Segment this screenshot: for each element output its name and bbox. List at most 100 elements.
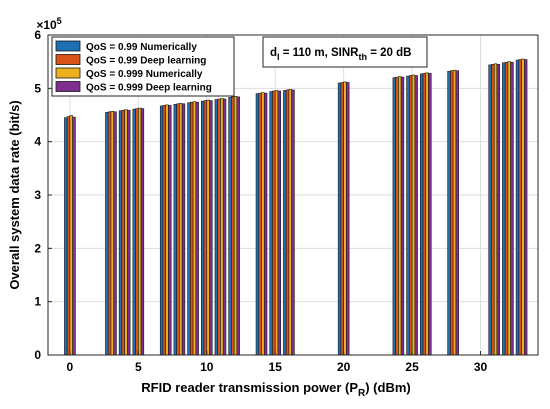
annotation-part2: = 110 m, SINR [280, 47, 360, 59]
bar [263, 92, 268, 356]
bar [168, 105, 172, 356]
legend-box [51, 36, 235, 97]
bar [491, 64, 495, 356]
y-tick-label: 6 [34, 28, 41, 42]
bar [395, 76, 399, 356]
bar [220, 98, 224, 356]
bar [179, 102, 183, 356]
bar [173, 104, 177, 356]
bar [217, 98, 221, 356]
bar [515, 59, 520, 356]
legend-swatch [55, 54, 81, 65]
x-tick-label: 25 [405, 360, 419, 374]
bar [203, 100, 208, 356]
bar [419, 73, 424, 356]
bar [261, 92, 265, 356]
bar [274, 90, 279, 356]
bar [496, 64, 500, 356]
y-axis-ticks: 0 1 2 3 4 5 6 [34, 28, 52, 362]
bar [502, 62, 506, 356]
x-tick-label: 15 [269, 360, 283, 374]
legend-label: QoS = 0.999 Deep learning [86, 83, 212, 94]
annotation-text: dl = 110 m, SINRth = 20 dB [270, 47, 411, 62]
x-axis-label: RFID reader transmission power (PR) (dBm… [141, 380, 410, 399]
bar [206, 99, 210, 356]
bar [452, 69, 457, 356]
bar [346, 82, 350, 356]
bar [340, 82, 344, 356]
bar [113, 111, 117, 356]
bar [214, 99, 219, 356]
x-axis-label-main: RFID reader transmission power (P [141, 380, 358, 395]
y-tick-label: 1 [34, 295, 41, 309]
bar [66, 116, 71, 356]
bar [228, 97, 232, 356]
y-tick-label: 0 [34, 348, 41, 362]
annotation-part1: d [270, 47, 277, 59]
y-axis-label: Overall system data rate (bit/s) [7, 100, 22, 289]
x-tick-label: 30 [474, 360, 488, 374]
bar [450, 70, 454, 356]
bar [195, 101, 199, 356]
bar [428, 73, 432, 356]
legend-items: QoS = 0.99 Numerically QoS = 0.99 Deep le… [55, 40, 212, 94]
bar [285, 89, 290, 356]
bar [140, 108, 145, 356]
bar [283, 90, 287, 356]
bar [127, 109, 131, 356]
bar [510, 61, 514, 356]
bar [159, 105, 164, 356]
bar [107, 111, 112, 356]
bar [272, 90, 276, 356]
bar [72, 116, 76, 356]
bar [291, 89, 295, 356]
bar [165, 104, 169, 356]
legend-label: QoS = 0.999 Numerically [86, 69, 203, 80]
bar [135, 108, 139, 356]
legend-label: QoS = 0.99 Numerically [86, 42, 197, 53]
y-tick-label: 5 [34, 81, 41, 95]
bar [411, 74, 416, 356]
bar [400, 76, 405, 356]
x-tick-label: 10 [200, 360, 214, 374]
parameter-annotation: dl = 110 m, SINRth = 20 dB [262, 36, 428, 68]
bar [269, 91, 273, 356]
bar [288, 89, 292, 356]
bar [236, 96, 240, 356]
bar [118, 110, 123, 356]
bar [105, 112, 109, 356]
bar [392, 77, 396, 356]
annotation-sub1: l [277, 52, 280, 62]
bar [64, 117, 68, 356]
y-tick-label: 2 [34, 241, 41, 255]
legend-swatch [55, 67, 81, 79]
y-exponent-power: 5 [57, 16, 62, 26]
bar [518, 59, 522, 356]
x-tick-label: 0 [67, 360, 74, 374]
x-tick-label: 5 [135, 360, 142, 374]
legend-label: QoS = 0.99 Deep learning [86, 56, 206, 67]
bar [201, 100, 205, 356]
bar [425, 72, 429, 356]
bar [110, 110, 114, 356]
bar [209, 100, 213, 356]
bar [488, 64, 492, 356]
bar [406, 75, 410, 356]
y-exponent-base: ×10 [36, 18, 57, 32]
bar [507, 61, 511, 356]
bar [233, 96, 238, 356]
y-tick-label: 3 [34, 188, 41, 202]
legend-swatch [55, 81, 81, 92]
bar [493, 63, 498, 356]
y-exponent-label: ×105 [36, 16, 61, 32]
bar [447, 70, 451, 356]
x-axis-label-subscript: R [358, 388, 366, 399]
bar [132, 108, 136, 356]
bar [121, 109, 125, 356]
bar [343, 81, 347, 356]
x-axis-label-tail: ) (dBm) [365, 380, 411, 395]
annotation-box [262, 36, 428, 68]
bar [176, 103, 180, 356]
x-axis-ticks: 0 5 10 15 20 25 30 [67, 351, 488, 374]
